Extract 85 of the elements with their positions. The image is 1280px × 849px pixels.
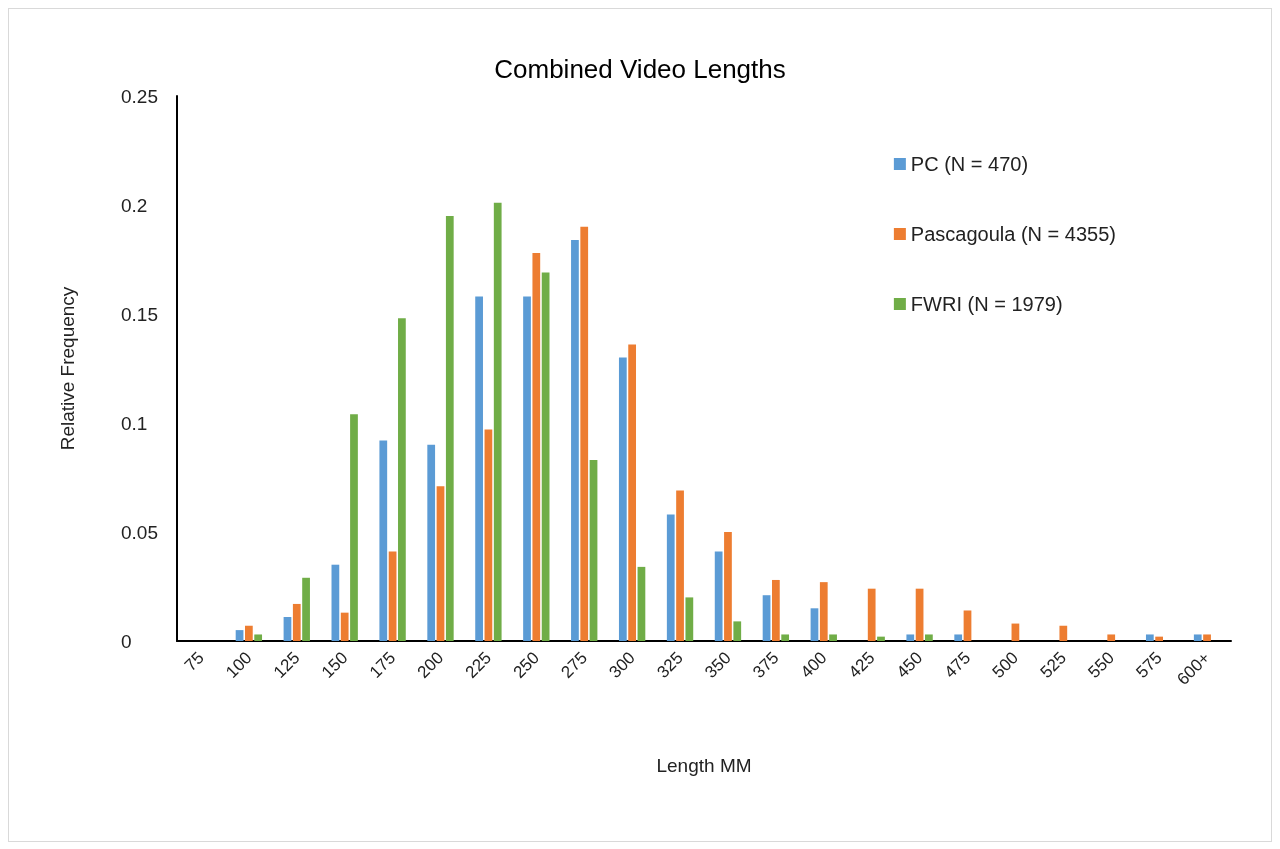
x-tick-label: 525 [1036,648,1071,682]
bar [637,566,646,641]
bar [1107,634,1116,641]
bar [781,634,790,641]
bar [1193,634,1202,641]
bar [963,610,972,641]
x-tick-label: 125 [270,648,304,682]
bar [484,429,493,641]
x-tick-label: 375 [749,648,783,682]
y-tick-label: 0.1 [121,412,148,434]
bar [427,444,436,641]
x-tick-label: 350 [701,648,735,682]
x-tick-label: 100 [222,648,256,682]
bar [302,577,310,641]
bar [445,215,454,641]
bar [331,564,340,641]
bar [733,621,742,641]
x-tick-label: 450 [892,648,927,682]
bar [283,617,292,641]
x-tick-label: 475 [940,648,975,682]
bar [388,551,397,641]
y-tick-label: 0 [121,630,132,652]
bar [571,239,579,641]
bar [436,486,445,641]
bar [676,490,684,641]
x-tick-label: 200 [413,648,448,682]
bar [714,551,723,641]
legend-label: PC (N = 470) [910,153,1029,175]
y-tick-label: 0.25 [121,85,158,107]
bar [1059,625,1068,641]
x-tick-label: 400 [797,648,831,682]
bar [724,532,732,641]
bar [829,634,837,641]
bar [379,440,388,641]
bar [340,612,349,641]
bar [819,582,828,641]
chart-title: Combined Video Lengths [494,54,786,84]
x-axis-title: Length MM [656,755,752,776]
bar [925,634,933,641]
bar [771,579,780,641]
y-tick-label: 0.2 [121,194,148,216]
x-tick-label: 425 [844,648,879,682]
x-tick-label: 550 [1084,648,1118,682]
bar [906,634,915,641]
bar [244,625,253,641]
bar [762,595,771,641]
x-tick-label: 500 [988,648,1023,682]
bar [398,318,406,641]
bar [235,630,244,641]
bar [915,588,924,641]
x-tick-label: 300 [605,648,639,682]
bar [685,597,694,641]
y-tick-label: 0.15 [121,303,158,325]
bar [1155,636,1164,641]
bar [628,344,637,641]
x-tick-label: 250 [509,648,544,682]
bar [1203,634,1211,641]
x-tick-label: 275 [557,648,591,682]
bar [810,608,819,641]
x-tick-label: 575 [1132,648,1166,682]
bar [867,588,876,641]
x-tick-label: 225 [461,648,496,682]
bar [292,603,301,641]
x-tick-label: 175 [365,648,400,682]
x-tick-label: 325 [653,648,687,682]
bar [666,514,675,641]
legend-label: FWRI (N = 1979) [910,293,1063,315]
y-axis-title: Relative Frequency [57,286,78,451]
bar [350,414,358,641]
bar [618,357,627,641]
x-tick-label: 150 [317,648,352,682]
bar [254,634,263,641]
bar [877,636,885,641]
bar [541,272,550,641]
bar [954,634,963,641]
x-tick-label: 75 [180,648,208,676]
bar [589,460,598,641]
legend-label: Pascagoula (N = 4355) [910,223,1117,245]
bar [523,296,531,641]
bar [493,202,502,641]
bar [580,226,589,641]
bar [475,296,483,641]
bar [532,252,541,641]
y-tick-label: 0.05 [121,521,158,543]
bar [1145,634,1154,641]
